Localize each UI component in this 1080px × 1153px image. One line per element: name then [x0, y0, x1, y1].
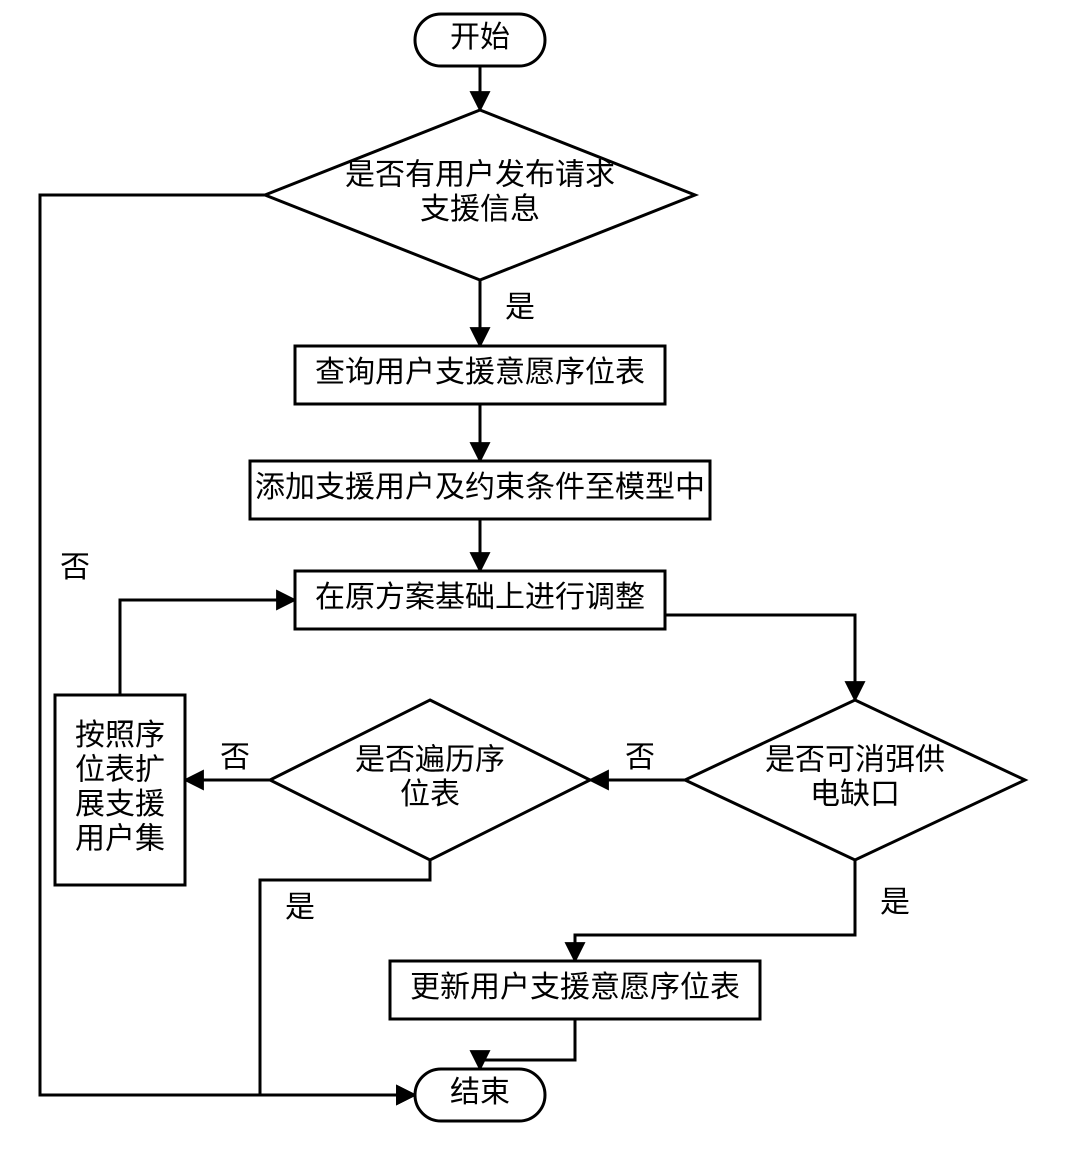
node-start-line0: 开始: [450, 21, 510, 54]
edge-p4-p3: [120, 600, 295, 695]
node-p4-line0: 按照序: [75, 719, 165, 752]
edge-label-d3-p4: 否: [220, 741, 250, 774]
node-d1-line0: 是否有用户发布请求: [345, 159, 615, 192]
node-d2: 是否可消弭供电缺口: [685, 700, 1025, 860]
node-d1-line1: 支援信息: [420, 193, 540, 226]
node-d3: 是否遍历序位表: [270, 700, 590, 860]
node-p4-line1: 位表扩: [75, 754, 165, 787]
edge-label-d2-d3: 否: [625, 741, 655, 774]
flowchart-canvas: 是否否是是否开始是否有用户发布请求支援信息查询用户支援意愿序位表添加支援用户及约…: [0, 0, 1080, 1153]
node-p2-line0: 添加支援用户及约束条件至模型中: [255, 471, 705, 504]
edge-p5-end: [480, 1019, 575, 1069]
node-d1: 是否有用户发布请求支援信息: [265, 110, 695, 280]
node-p3: 在原方案基础上进行调整: [295, 571, 665, 629]
edge-d1-end: 否: [40, 195, 415, 1095]
node-p4-line3: 用户集: [75, 823, 165, 856]
edge-p3-d2: [665, 615, 855, 700]
node-p1: 查询用户支援意愿序位表: [295, 346, 665, 404]
node-end-line0: 结束: [450, 1076, 510, 1109]
node-p4-line2: 展支援: [75, 788, 165, 821]
node-p1-line0: 查询用户支援意愿序位表: [315, 356, 645, 389]
node-p5-line0: 更新用户支援意愿序位表: [410, 971, 740, 1004]
node-start: 开始: [415, 14, 545, 66]
node-p5: 更新用户支援意愿序位表: [390, 961, 760, 1019]
node-p2: 添加支援用户及约束条件至模型中: [250, 461, 710, 519]
node-d2-line1: 电缺口: [810, 778, 900, 811]
edge-d2-p5: 是: [575, 860, 910, 961]
edge-label-d2-p5: 是: [880, 886, 910, 919]
node-d2-line0: 是否可消弭供: [765, 744, 945, 777]
node-end: 结束: [415, 1069, 545, 1121]
edge-label-d3-end: 是: [285, 891, 315, 924]
edge-d3-p4: 否: [185, 741, 270, 780]
node-p3-line0: 在原方案基础上进行调整: [315, 581, 645, 614]
edge-label-d1-end: 否: [60, 551, 90, 584]
node-p4: 按照序位表扩展支援用户集: [55, 695, 185, 885]
node-d3-line1: 位表: [400, 778, 460, 811]
node-d3-line0: 是否遍历序: [355, 744, 505, 777]
edge-d2-d3: 否: [590, 741, 685, 780]
edge-label-d1-p1: 是: [505, 291, 535, 324]
edge-d1-p1: 是: [480, 280, 535, 346]
